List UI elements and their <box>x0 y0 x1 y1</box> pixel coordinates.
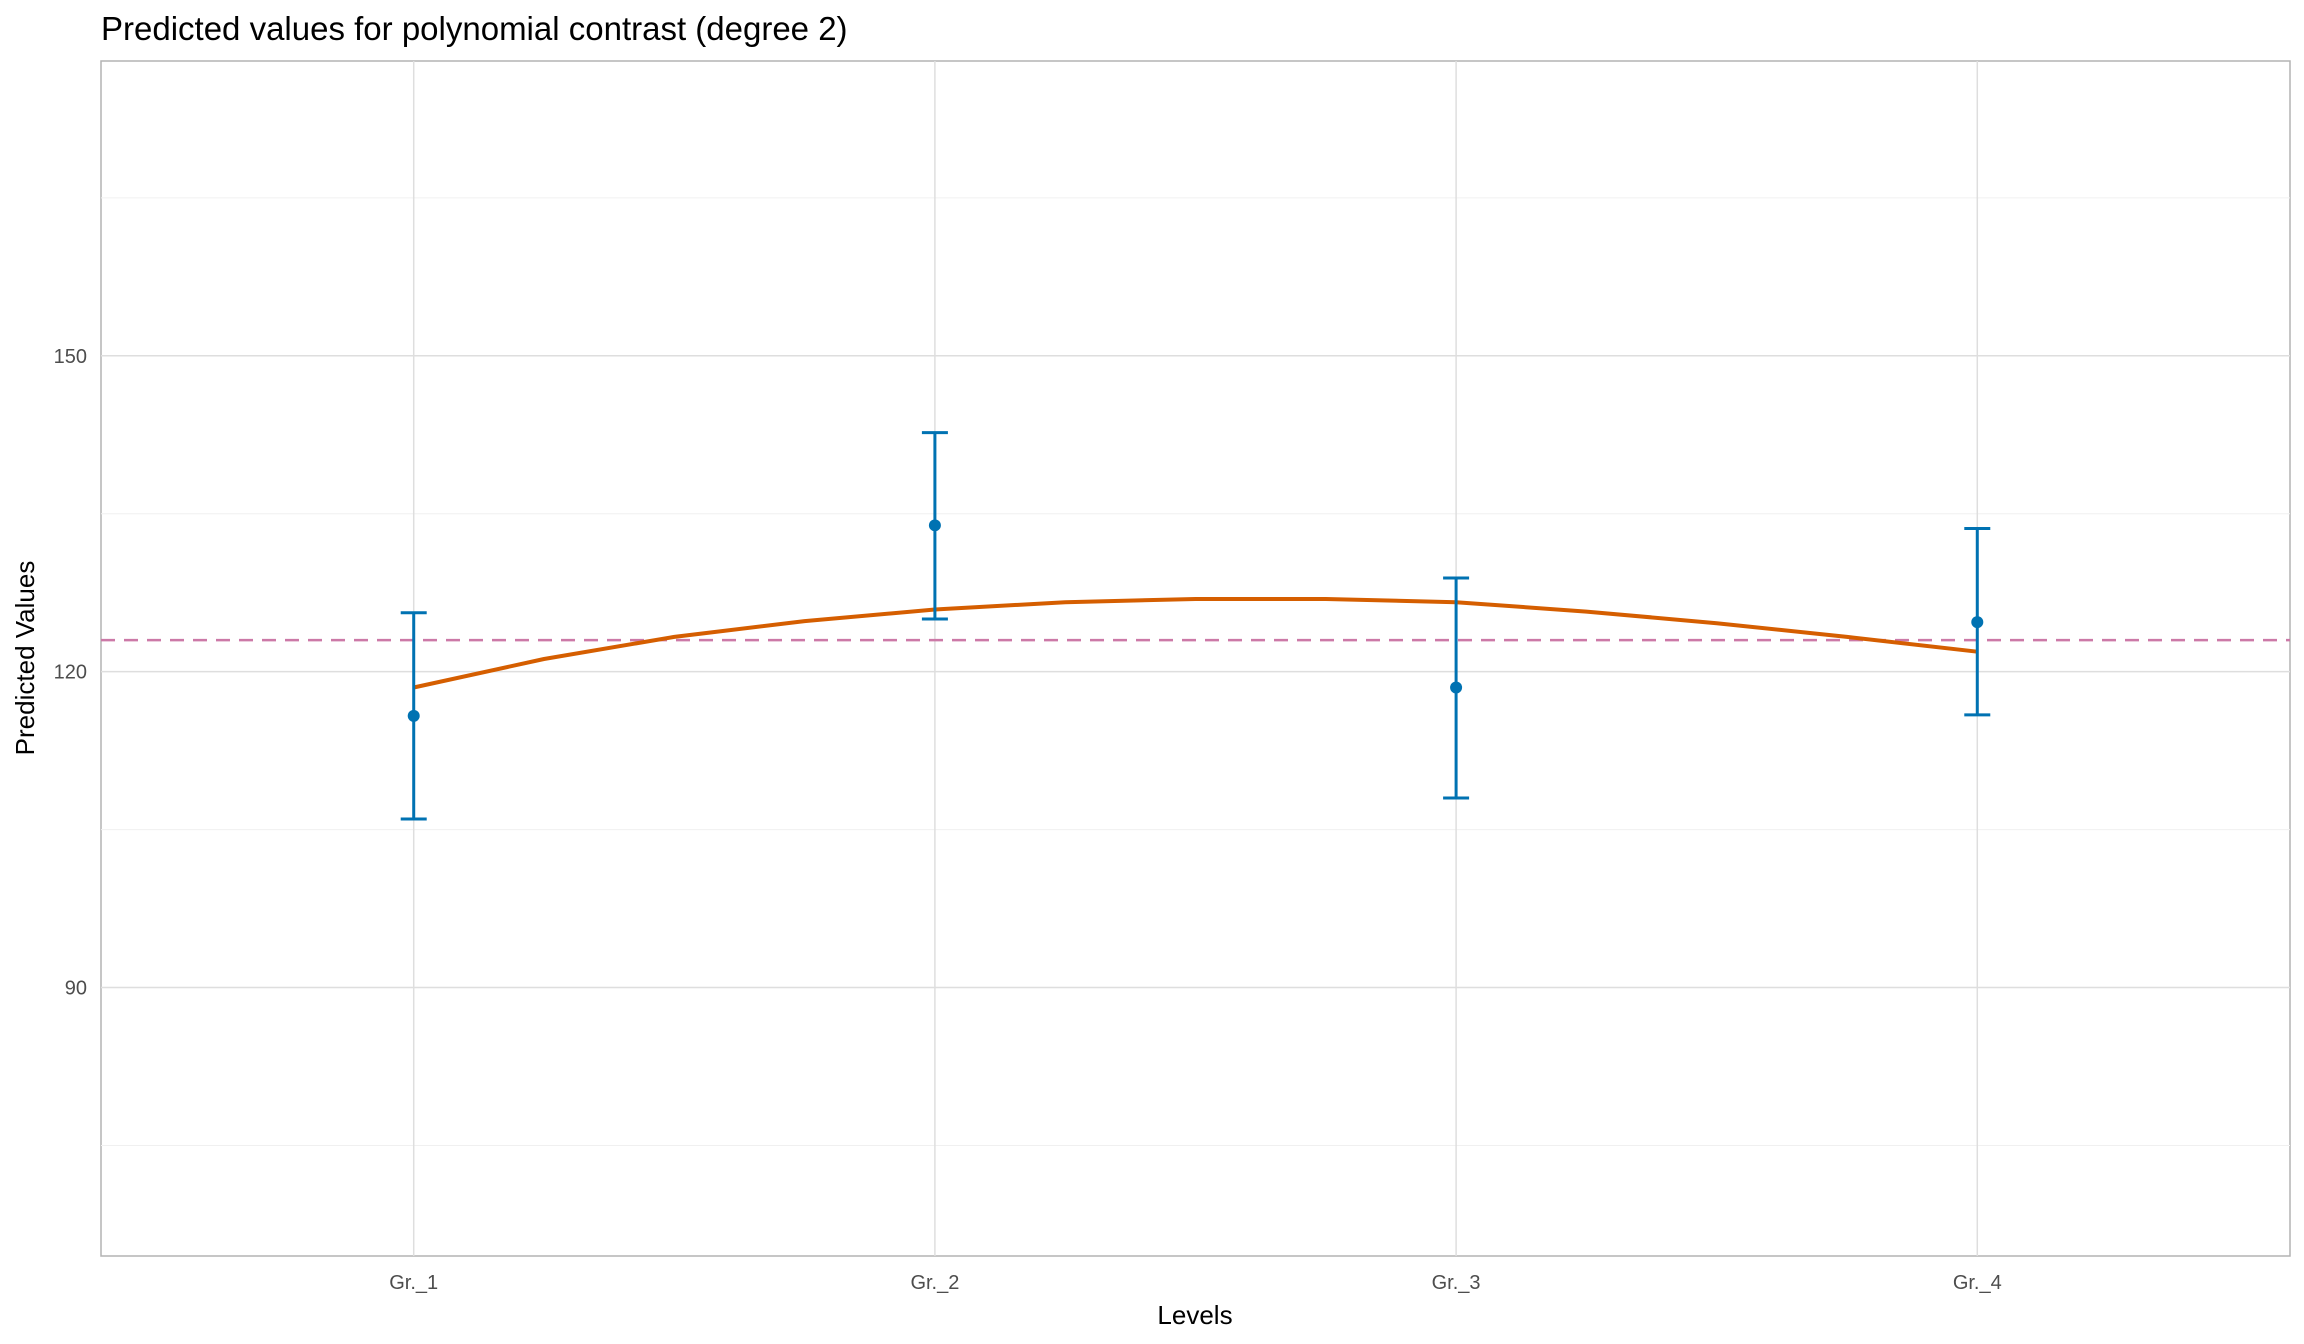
major-gridlines <box>101 61 2290 1256</box>
plot-panel <box>100 60 2291 1257</box>
x-tick-labels: Gr._1 Gr._2 Gr._3 Gr._4 <box>389 1272 2001 1294</box>
data-point <box>928 519 941 532</box>
data-point <box>407 709 420 722</box>
x-tick-label: Gr._4 <box>1953 1272 2002 1294</box>
x-axis-title: Levels <box>1157 1300 1232 1330</box>
points-layer <box>407 519 1984 722</box>
data-point <box>1450 681 1463 694</box>
x-tick-label: Gr._3 <box>1432 1272 1481 1294</box>
data-point <box>1971 616 1984 629</box>
y-axis-title: Predicted Values <box>10 561 40 756</box>
fit-curve-layer <box>413 597 1978 690</box>
y-tick-labels: 90 120 150 <box>54 346 87 1000</box>
x-tick-label: Gr._2 <box>910 1272 959 1294</box>
y-tick-label: 120 <box>54 662 87 684</box>
minor-gridlines <box>101 197 2290 1146</box>
y-tick-label: 150 <box>54 346 87 368</box>
chart-title: Predicted values for polynomial contrast… <box>101 10 848 47</box>
x-tick-label: Gr._1 <box>389 1272 438 1294</box>
y-tick-label: 90 <box>65 978 87 1000</box>
fit-curve <box>413 597 1978 690</box>
